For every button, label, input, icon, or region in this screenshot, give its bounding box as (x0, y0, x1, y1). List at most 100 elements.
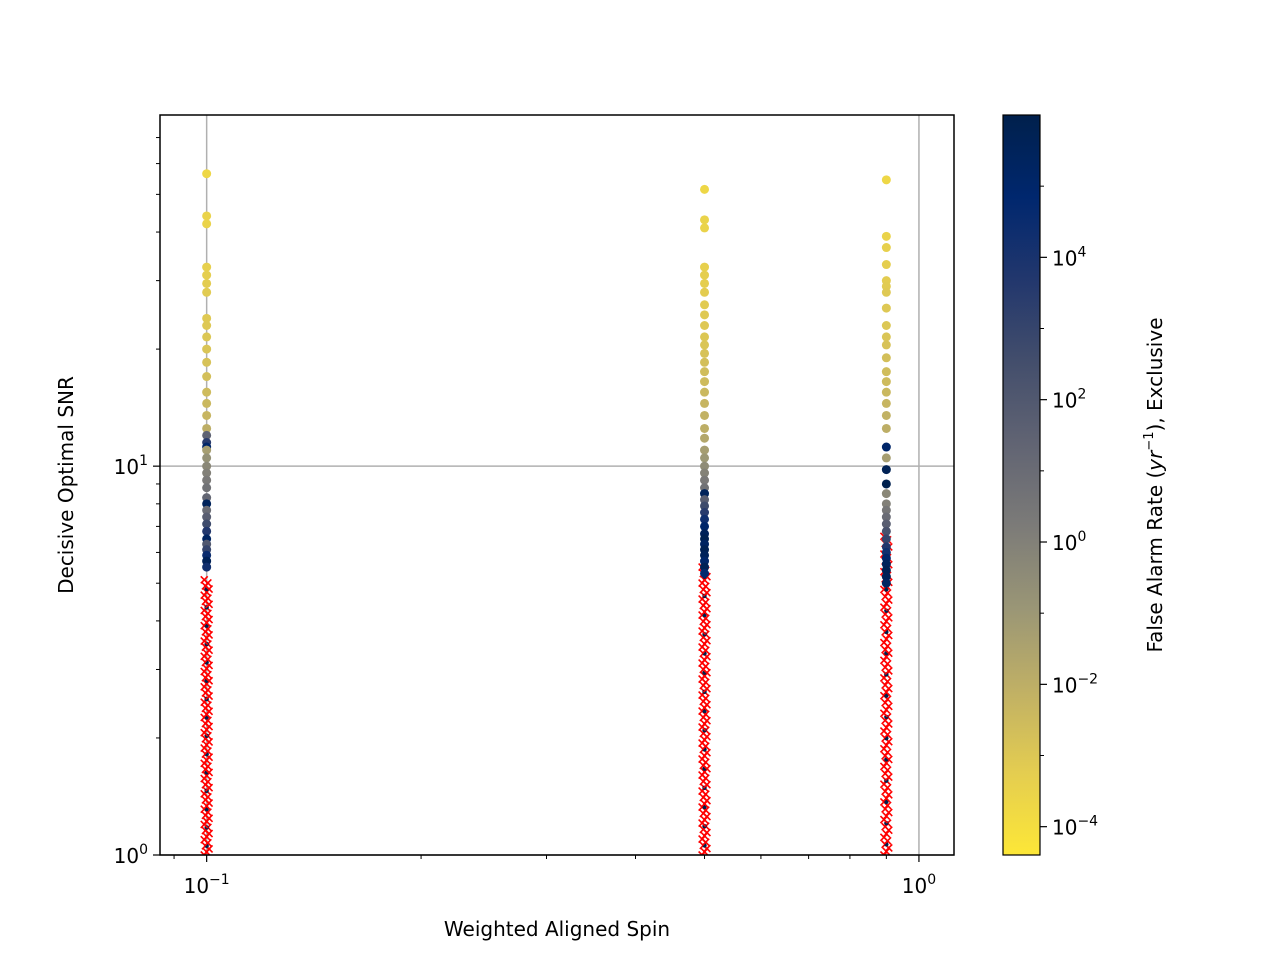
found-point (202, 270, 212, 280)
found-point (881, 243, 891, 253)
found-point (202, 475, 212, 485)
found-point (700, 445, 710, 455)
missed-point (879, 656, 889, 665)
found-point (202, 313, 212, 323)
found-point (881, 287, 891, 297)
missed-point (879, 833, 889, 842)
found-point (700, 348, 710, 358)
found-point (202, 505, 212, 515)
found-point (202, 332, 212, 342)
found-point (202, 262, 212, 272)
missed-point (881, 663, 890, 672)
found-point (881, 442, 891, 452)
found-point (700, 287, 710, 297)
found-point (700, 367, 710, 377)
found-point (700, 377, 710, 387)
found-point (881, 505, 891, 515)
missed-point (879, 727, 889, 736)
found-point (881, 410, 891, 420)
missed-point (879, 762, 889, 771)
missed-point (879, 709, 889, 718)
missed-point (881, 680, 890, 690)
found-point (881, 519, 891, 529)
x-tick-label: 100 (902, 872, 936, 898)
plot-frame (159, 114, 955, 856)
found-point (202, 410, 212, 420)
found-point-low (884, 587, 889, 592)
missed-point (881, 751, 890, 760)
colorbar-tick-label: 10−2 (1052, 671, 1098, 697)
found-point (881, 340, 891, 350)
missed-point (881, 804, 890, 814)
found-point (700, 310, 710, 320)
found-point (700, 215, 710, 225)
found-point (881, 377, 891, 387)
missed-point (882, 758, 891, 768)
colorbar-ticks: 10−4 10−2 100 102 104 (1040, 185, 1098, 840)
found-point (700, 453, 710, 463)
found-point (700, 300, 710, 310)
found-point (700, 387, 710, 397)
missed-point (881, 592, 890, 601)
found-point (202, 526, 212, 536)
found-point (881, 321, 891, 331)
found-point (202, 423, 212, 433)
found-point (881, 260, 891, 270)
found-point (700, 514, 710, 524)
colorbar-tick-label: 102 (1052, 387, 1086, 413)
found-point (202, 461, 212, 471)
found-point (700, 270, 710, 280)
colorbar-tick-label: 10−4 (1052, 814, 1098, 840)
found-point (881, 175, 891, 185)
y-tick-label: 101 (114, 453, 148, 479)
found-point (700, 398, 710, 408)
found-point (881, 526, 891, 536)
found-point (202, 499, 212, 509)
x-tick-label: 10−1 (184, 872, 230, 898)
found-point (700, 495, 710, 505)
missed-point (882, 847, 891, 855)
missed-point (879, 620, 889, 629)
missed-point (879, 797, 889, 806)
found-point (700, 278, 710, 288)
found-point (881, 489, 891, 499)
missed-point (882, 652, 891, 661)
found-point (202, 321, 212, 331)
found-point (881, 398, 891, 408)
missed-point (882, 634, 891, 644)
found-point (202, 453, 212, 463)
missed-point (882, 811, 891, 821)
found-point (202, 519, 212, 529)
x-axis-label: Weighted Aligned Spin (444, 917, 670, 941)
colorbar-label: False Alarm Rate (yr−1), Exclusive (1142, 317, 1167, 652)
missed-point (881, 645, 890, 654)
found-point (202, 344, 212, 354)
found-point (881, 231, 891, 241)
found-point (881, 332, 891, 342)
missed-point (882, 741, 891, 750)
found-point (700, 423, 710, 433)
found-point (700, 321, 710, 331)
missed-point (882, 723, 891, 732)
found-point (700, 223, 710, 233)
found-point (202, 219, 212, 229)
found-point (202, 468, 212, 478)
grid-lines (160, 115, 954, 856)
found-point (202, 398, 212, 408)
found-point (202, 357, 212, 367)
found-point-low (884, 693, 889, 698)
found-point (202, 562, 212, 572)
found-point (881, 353, 891, 363)
found-point (700, 332, 710, 342)
found-point (881, 578, 891, 588)
found-point (700, 521, 710, 531)
found-point (700, 357, 710, 367)
missed-point (882, 688, 891, 697)
found-point (202, 512, 212, 522)
found-point (202, 169, 212, 179)
found-point (700, 501, 710, 511)
found-point (202, 211, 212, 221)
found-point (202, 430, 212, 440)
missed-point (882, 599, 891, 608)
